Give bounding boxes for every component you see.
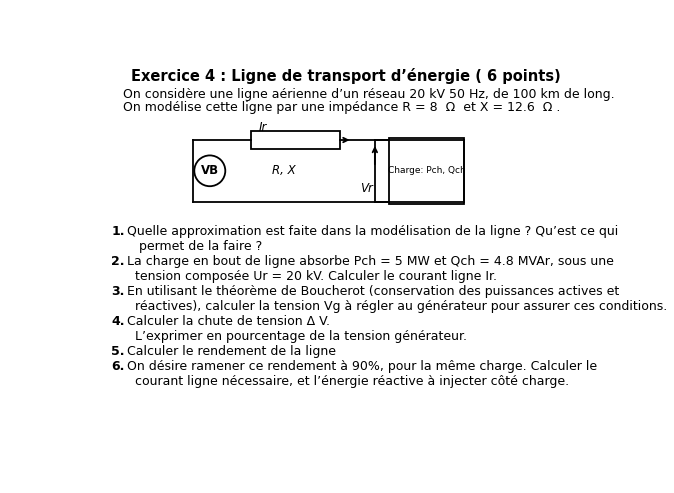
Text: Quelle approximation est faite dans la modélisation de la ligne ? Qu’est ce qui: Quelle approximation est faite dans la m… xyxy=(123,225,618,238)
Text: La charge en bout de ligne absorbe Pch = 5 MW et Qch = 4.8 MVAr, sous une: La charge en bout de ligne absorbe Pch =… xyxy=(123,255,614,268)
Text: 3.: 3. xyxy=(111,285,125,298)
Text: R, X: R, X xyxy=(272,164,296,177)
Text: 1.: 1. xyxy=(111,225,125,238)
Text: 2.: 2. xyxy=(111,255,125,268)
Text: permet de la faire ?: permet de la faire ? xyxy=(123,240,262,253)
Text: réactives), calculer la tension Vg à régler au générateur pour assurer ces condi: réactives), calculer la tension Vg à rég… xyxy=(123,300,667,313)
Text: En utilisant le théorème de Boucherot (conservation des puissances actives et: En utilisant le théorème de Boucherot (c… xyxy=(123,285,619,298)
Bar xyxy=(251,131,340,149)
Bar xyxy=(389,138,464,204)
Text: 5.: 5. xyxy=(111,345,125,358)
Text: courant ligne nécessaire, et l’énergie réactive à injecter côté charge.: courant ligne nécessaire, et l’énergie r… xyxy=(123,375,569,388)
Text: tension composée Ur = 20 kV. Calculer le courant ligne Ir.: tension composée Ur = 20 kV. Calculer le… xyxy=(123,270,497,283)
Text: Charge: Pch, Qch: Charge: Pch, Qch xyxy=(388,166,465,176)
Text: Exercice 4 : Ligne de transport d’énergie ( 6 points): Exercice 4 : Ligne de transport d’énergi… xyxy=(131,69,560,84)
Text: Ir: Ir xyxy=(259,121,267,134)
Text: VB: VB xyxy=(201,164,219,177)
Text: L’exprimer en pourcentage de la tension générateur.: L’exprimer en pourcentage de la tension … xyxy=(123,330,467,343)
Text: On considère une ligne aérienne d’un réseau 20 kV 50 Hz, de 100 km de long.: On considère une ligne aérienne d’un rés… xyxy=(123,88,615,102)
Text: 4.: 4. xyxy=(111,315,125,328)
Text: Vr: Vr xyxy=(360,182,373,195)
Text: Calculer la chute de tension Δ V.: Calculer la chute de tension Δ V. xyxy=(123,315,330,328)
Text: Calculer le rendement de la ligne: Calculer le rendement de la ligne xyxy=(123,345,336,358)
Text: On modélise cette ligne par une impédance R = 8  Ω  et X = 12.6  Ω .: On modélise cette ligne par une impédanc… xyxy=(123,101,560,114)
Text: 6.: 6. xyxy=(111,360,125,373)
Text: On désire ramener ce rendement à 90%, pour la même charge. Calculer le: On désire ramener ce rendement à 90%, po… xyxy=(123,360,597,373)
